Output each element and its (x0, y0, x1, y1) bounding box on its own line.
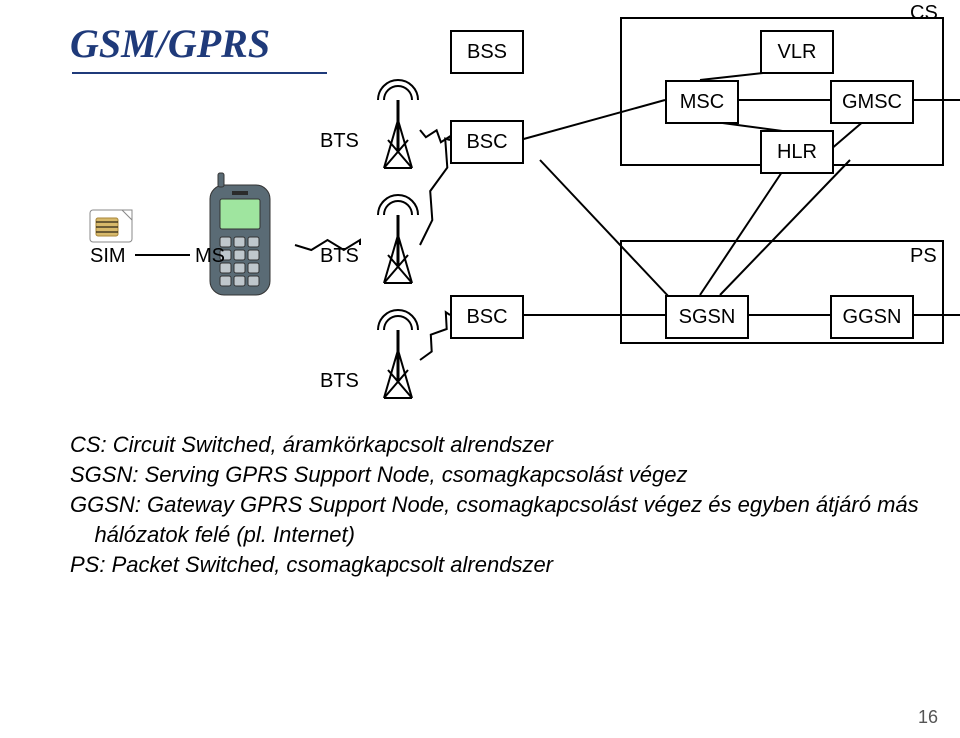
node-label-bss: BSS (467, 41, 507, 64)
label-ms: MS (195, 245, 225, 268)
definition-line-3: hálózatok felé (pl. Internet) (70, 520, 919, 550)
label-cs: CS (910, 2, 938, 25)
label-sim: SIM (90, 245, 126, 268)
definition-line-2: GGSN: Gateway GPRS Support Node, csomagk… (70, 490, 919, 520)
label-bts3: BTS (320, 370, 359, 393)
node-bss: BSS (450, 30, 524, 74)
page-number: 16 (918, 707, 938, 728)
node-msc: MSC (665, 80, 739, 124)
node-vlr: VLR (760, 30, 834, 74)
node-gmsc: GMSC (830, 80, 914, 124)
node-bsc1: BSC (450, 120, 524, 164)
page-title: GSM/GPRS (70, 20, 270, 67)
node-label-gmsc: GMSC (842, 91, 902, 114)
label-ps: PS (910, 245, 937, 268)
slide: GSM/GPRS BSSVLRMSCGMSCHLRBSCBSCSGSNGGSN … (0, 0, 960, 738)
node-label-sgsn: SGSN (679, 306, 736, 329)
definition-line-4: PS: Packet Switched, csomagkapcsolt alre… (70, 550, 919, 580)
definition-line-1: SGSN: Serving GPRS Support Node, csomagk… (70, 460, 919, 490)
node-label-msc: MSC (680, 91, 724, 114)
node-label-hlr: HLR (777, 141, 817, 164)
definition-line-0: CS: Circuit Switched, áramkörkapcsolt al… (70, 430, 919, 460)
node-label-vlr: VLR (778, 41, 817, 64)
title-underline (72, 72, 327, 74)
node-hlr: HLR (760, 130, 834, 174)
node-bsc2: BSC (450, 295, 524, 339)
node-label-bsc2: BSC (466, 306, 507, 329)
node-sgsn: SGSN (665, 295, 749, 339)
node-ggsn: GGSN (830, 295, 914, 339)
node-label-ggsn: GGSN (843, 306, 902, 329)
definitions-block: CS: Circuit Switched, áramkörkapcsolt al… (70, 430, 919, 580)
label-bts1: BTS (320, 130, 359, 153)
label-bts2: BTS (320, 245, 359, 268)
node-label-bsc1: BSC (466, 131, 507, 154)
